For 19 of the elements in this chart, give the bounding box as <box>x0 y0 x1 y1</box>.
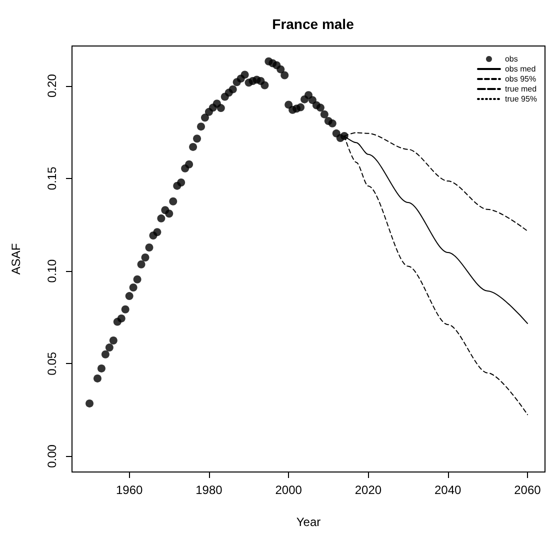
y-tick-label: 0.20 <box>45 74 59 98</box>
x-tick-label: 2060 <box>514 483 542 497</box>
y-tick-label: 0.00 <box>45 444 59 468</box>
x-tick-label: 2000 <box>275 483 302 497</box>
legend-label: obs med <box>504 64 536 74</box>
y-axis-title: ASAF <box>9 243 23 275</box>
legend-label: true 95% <box>504 94 538 104</box>
x-tick-label: 1960 <box>116 483 144 497</box>
legend-label: obs <box>504 54 518 64</box>
x-tick-label: 1980 <box>196 483 223 497</box>
y-tick-label: 0.10 <box>45 259 59 283</box>
y-tick-label: 0.15 <box>45 166 59 190</box>
y-tick-label: 0.05 <box>45 352 59 376</box>
legend-label: true med <box>504 84 537 94</box>
legend-label: obs 95% <box>504 74 536 84</box>
chart-title: France male <box>272 16 354 32</box>
x-tick-label: 2040 <box>434 483 462 497</box>
x-axis-title: Year <box>296 515 321 529</box>
x-tick-label: 2020 <box>354 483 382 497</box>
